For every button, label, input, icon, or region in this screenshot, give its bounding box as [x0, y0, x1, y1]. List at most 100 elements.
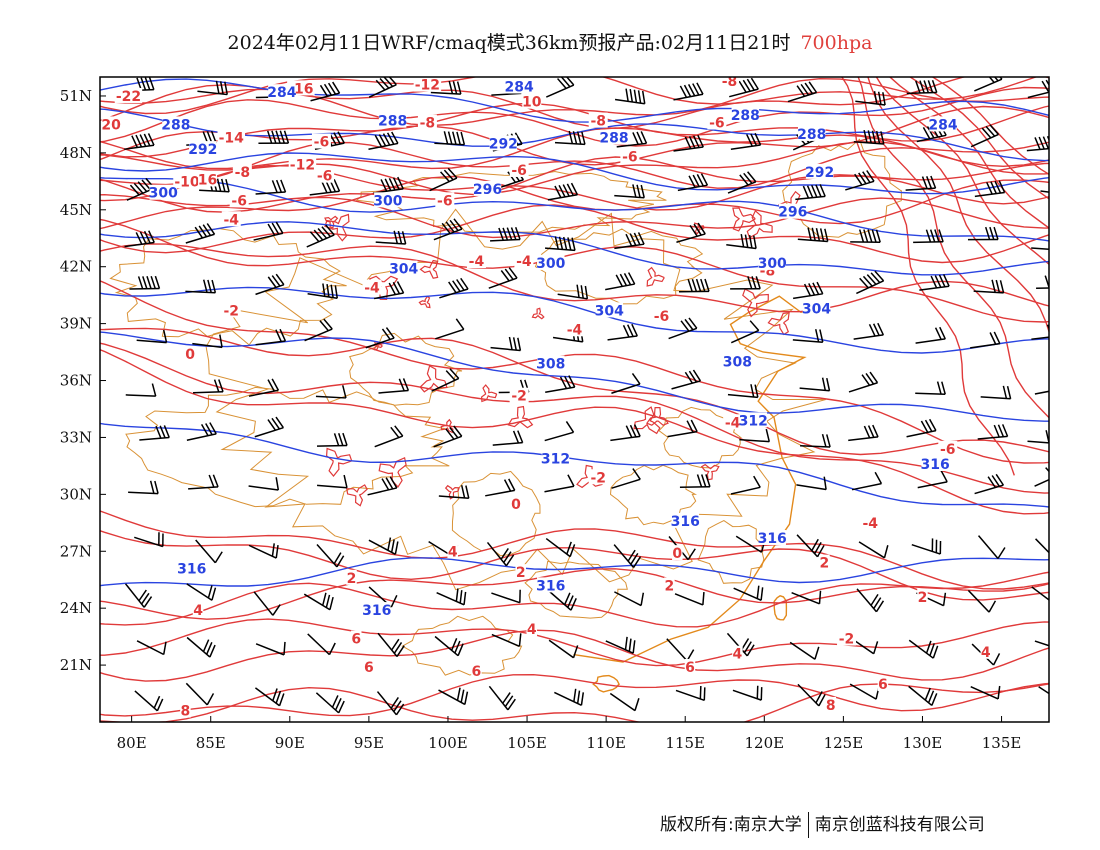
lon-tick-label: 90E	[275, 734, 305, 752]
temperature-label-backdrop	[184, 345, 196, 361]
temperature-label-backdrop	[510, 495, 522, 511]
wind-barb	[307, 283, 339, 299]
temperature-contour-line	[875, 77, 1049, 266]
temperature-label: 6	[472, 664, 482, 680]
wind-barb	[858, 541, 889, 559]
height-label-backdrop	[758, 529, 786, 545]
wind-barb	[193, 379, 224, 394]
temperature-label: 6	[685, 660, 695, 676]
temperature-label-backdrop	[672, 545, 683, 561]
temperature-contour-line	[100, 571, 1049, 628]
wind-barb	[438, 485, 470, 500]
wind-barb	[611, 372, 641, 394]
wind-barb	[611, 468, 641, 489]
height-label-backdrop	[363, 602, 391, 618]
height-label-backdrop	[378, 112, 407, 128]
wind-barb	[973, 279, 1005, 294]
height-label: 284	[267, 85, 296, 101]
temperature-label-backdrop	[732, 645, 743, 661]
temperature-label: -4	[567, 322, 583, 338]
height-label-backdrop	[798, 125, 826, 141]
wind-barb	[980, 385, 1012, 400]
temperature-label: 2	[347, 571, 357, 587]
temperature-label: -6	[437, 193, 453, 209]
temperature-label: -6	[511, 163, 527, 179]
temperature-contour-line	[100, 568, 1049, 620]
wind-barb	[545, 236, 576, 252]
temperature-label: -6	[709, 116, 725, 132]
longitude-axis: 80E 85E 90E 95E 100E 105E 110E 115E 120E 125E 130E…	[117, 716, 1021, 752]
wind-barb	[548, 639, 579, 659]
temperature-contour-loop	[732, 207, 756, 232]
wind-barb	[317, 432, 348, 447]
temperature-contour-loop	[746, 209, 773, 239]
wind-barb	[1027, 430, 1049, 444]
wind-barb	[197, 80, 228, 96]
temperature-contour-line	[100, 218, 1049, 323]
temperature-label-backdrop	[514, 253, 534, 269]
height-labels: 284 284 288 288 288 288 288 284 292 292 292 300 300 2…	[149, 78, 958, 619]
temperature-label: -8	[590, 114, 606, 130]
temperature-label: -12	[290, 157, 315, 173]
height-label: 316	[758, 531, 787, 547]
temperature-label: 20	[101, 117, 121, 133]
wind-barb	[124, 133, 155, 150]
lat-tick-label: 27N	[60, 542, 92, 560]
wind-barb	[554, 688, 585, 706]
height-label-backdrop	[671, 512, 699, 528]
wind-barb	[248, 543, 279, 559]
temperature-label: -4	[862, 516, 878, 532]
temperature-label-backdrop	[173, 173, 201, 189]
temperature-label: -4	[364, 281, 380, 297]
temperature-label-backdrop	[435, 192, 455, 208]
wind-barb	[856, 588, 885, 613]
height-label: 288	[599, 131, 628, 147]
height-label: 316	[536, 578, 565, 594]
wind-barb	[729, 77, 759, 98]
temperature-label: -2	[511, 389, 527, 405]
latitude-axis: 51N 48N 45N 42N 39N 36N 33N 30N 27N 24N 21N	[60, 87, 106, 674]
wind-barb	[787, 81, 818, 103]
temperature-label-backdrop	[232, 163, 252, 179]
temperature-label: -6	[622, 150, 638, 166]
temperature-label: -2	[223, 303, 239, 319]
wind-barb	[666, 638, 695, 662]
height-label-backdrop	[595, 302, 624, 318]
wind-barb	[438, 687, 469, 706]
wind-barb	[614, 184, 645, 199]
temperature-contour-line	[100, 618, 1049, 667]
temperature-contour-line	[867, 77, 1049, 334]
wind-barb	[919, 274, 950, 291]
height-label: 312	[541, 451, 570, 467]
national-border	[205, 208, 826, 591]
temperature-label-backdrop	[229, 192, 249, 208]
wind-barb	[908, 685, 938, 707]
wind-barb	[188, 474, 219, 490]
height-label-backdrop	[723, 353, 752, 369]
temperature-label: -6	[317, 169, 333, 185]
wind-barb	[125, 383, 157, 397]
wind-barb	[258, 130, 290, 145]
province-border	[534, 228, 704, 305]
height-label-backdrop	[489, 135, 518, 151]
temperature-label: -4	[516, 254, 532, 270]
lat-tick-label: 33N	[60, 428, 92, 446]
wind-barb	[726, 632, 755, 657]
wind-barb	[186, 636, 216, 658]
wind-barb	[917, 470, 948, 489]
temperature-contour-loop	[645, 407, 669, 426]
wind-barb	[490, 336, 522, 352]
wind-barb	[970, 331, 1001, 349]
island-outline	[773, 595, 788, 621]
temperature-contour-line	[857, 77, 1049, 419]
height-label: 308	[723, 355, 752, 371]
wind-barb	[791, 590, 822, 605]
wind-barb	[485, 478, 516, 497]
temperature-label-backdrop	[515, 564, 526, 580]
temperature-label: 2	[918, 590, 928, 606]
height-label-backdrop	[921, 456, 949, 471]
wind-barb	[254, 687, 285, 707]
wind-barb	[853, 129, 885, 145]
lat-tick-label: 21N	[60, 656, 92, 674]
height-label: 288	[797, 127, 826, 143]
